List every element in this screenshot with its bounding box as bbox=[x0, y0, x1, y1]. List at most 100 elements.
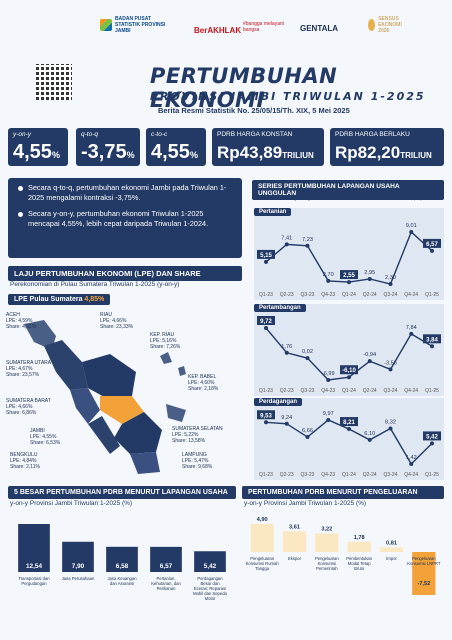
category-label: Bruto bbox=[354, 566, 365, 571]
perdagangan-line-chart: 9,53 Q1-23 9,24 Q2-23 6,66 Q3-23 9,97 Q4-23 8,21… bbox=[257, 410, 441, 478]
bar-value: 3,22 bbox=[321, 527, 332, 533]
data-label: 9,53 bbox=[260, 413, 272, 419]
pertambangan-line-chart: 9,72 Q1-23 1,76 Q2-23 0,02 Q3-23 -6,99 Q4-23 -6,… bbox=[257, 316, 441, 394]
tick-label: Q3-24 bbox=[384, 388, 398, 394]
tick-label: Q1-25 bbox=[425, 472, 439, 478]
perdagangan-title: Perdagangan bbox=[254, 398, 303, 406]
prov-kepriau: KEP. RIAU LPE: 5,16% Share: 7,26% bbox=[150, 332, 181, 350]
data-point bbox=[409, 230, 414, 234]
category-label: Jasa Perusahaan bbox=[62, 576, 95, 581]
qtoq-box: q-to-q -3,75% bbox=[76, 128, 140, 166]
bar-value: 6,57 bbox=[160, 563, 173, 570]
tick-label: Q2-23 bbox=[280, 292, 294, 298]
category-label: Perikanan bbox=[157, 586, 177, 591]
data-point bbox=[430, 248, 434, 253]
category-label: Konsumsi Rumah bbox=[246, 561, 280, 566]
bar bbox=[194, 551, 226, 572]
data-point bbox=[264, 420, 268, 425]
highlight-notes: Secara q-to-q, pertumbuhan ekonomi Jambi… bbox=[8, 178, 242, 258]
lpe-sumatera: LPE Pulau Sumatera 4,85% bbox=[8, 294, 111, 305]
data-label: 2,70 bbox=[323, 272, 334, 278]
tick-label: Q3-24 bbox=[384, 292, 398, 298]
category-label: Motor bbox=[205, 596, 216, 601]
data-point bbox=[264, 259, 268, 264]
data-label-box bbox=[423, 334, 441, 344]
category-label: Perdagangan bbox=[197, 576, 223, 581]
category-label: Mobil dan Sepeda bbox=[193, 591, 227, 596]
bar bbox=[282, 531, 307, 552]
data-label: 5,42 bbox=[426, 434, 438, 440]
category-label: Besar dan bbox=[200, 581, 220, 586]
tick-label: Q2-23 bbox=[280, 472, 294, 478]
lpe-heading: LAJU PERTUMBUHAN EKONOMI (LPE) DAN SHARE bbox=[8, 266, 242, 281]
data-point bbox=[367, 276, 372, 281]
pertanian-line-chart: 5,15 Q1-23 7,41 Q2-23 7,23 Q3-23 2,70 Q4-23 2,55… bbox=[257, 223, 441, 298]
data-point bbox=[367, 437, 372, 442]
prov-aceh: ACEH LPE: 4,59% Share: 4,91% bbox=[6, 312, 37, 330]
map-kepriau bbox=[160, 352, 186, 376]
data-point bbox=[430, 344, 434, 349]
bar bbox=[18, 524, 50, 572]
map-bengkulu bbox=[88, 416, 120, 454]
tick-label: Q2-23 bbox=[280, 388, 294, 394]
category-label: Pertanian, bbox=[156, 576, 175, 581]
data-point bbox=[305, 356, 310, 361]
tick-label: Q4-23 bbox=[321, 472, 335, 478]
tick-label: Q1-24 bbox=[342, 472, 356, 478]
bar-value: 0,81 bbox=[386, 540, 397, 546]
data-label: 3,84 bbox=[426, 337, 438, 343]
data-point bbox=[284, 350, 289, 355]
map-babel bbox=[166, 404, 186, 422]
page-title: PERTUMBUHAN EKONOMI bbox=[150, 64, 338, 112]
top5-subheading: y-on-y Provinsi Jambi Triwulan 1-2025 (%… bbox=[10, 500, 133, 507]
bar bbox=[315, 533, 339, 552]
category-label: Kehutanan, dan bbox=[151, 581, 181, 586]
bar-value: 7,90 bbox=[72, 563, 85, 570]
bar bbox=[62, 541, 94, 572]
sensus-ekonomi-logo: SENSUS EKONOMI 2026 bbox=[368, 14, 413, 36]
page-subtitle: PROVINSI JAMBI TRIWULAN 1-2025 bbox=[150, 90, 426, 103]
data-label: 5,15 bbox=[260, 253, 272, 259]
data-point bbox=[388, 367, 393, 372]
data-label: -3,56 bbox=[384, 360, 397, 366]
bar bbox=[250, 524, 274, 552]
data-label: 9,97 bbox=[323, 411, 334, 417]
data-label-box bbox=[257, 316, 275, 325]
data-point bbox=[347, 280, 351, 285]
berakhlak-logo: BerAKHLAK bbox=[194, 25, 242, 35]
data-label: 7,84 bbox=[406, 325, 417, 331]
data-point bbox=[388, 426, 393, 431]
yoy-box: y-on-y 4,55% bbox=[8, 128, 68, 166]
data-label-box bbox=[257, 410, 275, 420]
data-label: 7,41 bbox=[281, 235, 292, 241]
pengeluaran-heading: PERTUMBUHAN PDRB MENURUT PENGELUARAN bbox=[242, 486, 444, 499]
bps-logo: BADAN PUSAT STATISTIK PROVINSI JAMBI bbox=[100, 14, 177, 36]
pdrb-berlaku-box: PDRB HARGA BERLAKU Rp82,20TRILIUN bbox=[330, 128, 444, 166]
data-point bbox=[305, 435, 310, 440]
prov-sumbar: SUMATERA BARAT LPE: 4,66% Share: 6,86% bbox=[6, 398, 51, 416]
pengeluaran-subheading: y-on-y Provinsi Jambi Triwulan 1-2025 (%… bbox=[244, 500, 367, 507]
map-riau bbox=[82, 354, 136, 398]
data-label: 2,55 bbox=[343, 273, 355, 279]
tick-label: Q1-23 bbox=[259, 388, 273, 394]
category-label: Pengeluaran bbox=[250, 556, 274, 561]
tick-label: Q4-24 bbox=[404, 472, 418, 478]
data-point bbox=[347, 375, 351, 380]
pertambangan-title: Pertambangan bbox=[254, 304, 306, 312]
top5-heading: 5 BESAR PERTUMBUHAN PDRB MENURUT LAPANGA… bbox=[8, 486, 236, 499]
tick-label: Q1-25 bbox=[425, 388, 439, 394]
data-label: 9,01 bbox=[406, 223, 417, 229]
data-label: 9,24 bbox=[281, 415, 292, 421]
note-item: Secara q-to-q, pertumbuhan ekonomi Jambi… bbox=[16, 183, 234, 203]
map-jambi bbox=[100, 396, 144, 424]
prov-sumsel: SUMATERA SELATAN LPE: 5,22% Share: 13,58% bbox=[172, 426, 223, 444]
tick-label: Q3-23 bbox=[301, 388, 315, 394]
data-label: -6,99 bbox=[322, 371, 335, 377]
tick-label: Q4-24 bbox=[404, 388, 418, 394]
data-point bbox=[388, 282, 393, 286]
qr-code[interactable] bbox=[36, 64, 72, 100]
tick-label: Q3-23 bbox=[301, 292, 315, 298]
category-label: Ekspor bbox=[288, 556, 302, 561]
bar-value: 1,78 bbox=[354, 535, 365, 541]
